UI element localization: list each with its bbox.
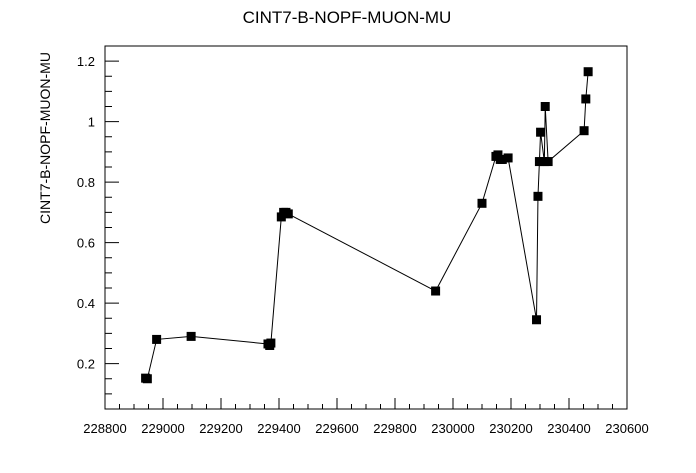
data-point <box>497 154 507 164</box>
series-line <box>145 71 589 380</box>
y-axis-label: CINT7-B-NOPF-MUON-MU <box>37 52 53 224</box>
data-point <box>276 212 286 222</box>
data-point <box>534 157 544 167</box>
x-tick-label: 230200 <box>489 421 532 436</box>
y-tick-label: 1 <box>88 115 95 130</box>
y-tick-label: 1.2 <box>77 54 95 69</box>
data-point <box>186 331 196 341</box>
x-tick-label: 230000 <box>431 421 474 436</box>
data-point <box>266 338 276 348</box>
data-point <box>583 67 593 77</box>
x-tick-label: 229800 <box>373 421 416 436</box>
y-tick-label: 0.8 <box>77 175 95 190</box>
x-tick-label: 229000 <box>141 421 184 436</box>
data-point <box>540 102 550 111</box>
x-tick-label: 229200 <box>199 421 242 436</box>
data-point <box>431 286 441 296</box>
x-tick-label: 229400 <box>257 421 300 436</box>
data-point <box>493 150 503 160</box>
data-markers <box>141 67 593 384</box>
data-point <box>536 127 546 137</box>
chart-title: CINT7-B-NOPF-MUON-MU <box>243 8 452 27</box>
y-tick-label: 0.4 <box>77 296 95 311</box>
x-tick-label: 230600 <box>605 421 648 436</box>
data-point <box>532 315 542 325</box>
data-point <box>142 374 152 384</box>
data-point <box>579 126 589 136</box>
data-point <box>503 153 513 163</box>
data-point <box>152 334 162 344</box>
tick-labels: 228800 229000 229200 229400 229600 229800 2300… <box>77 54 649 436</box>
y-tick-label: 0.2 <box>77 357 95 372</box>
x-tick-label: 230400 <box>547 421 590 436</box>
y-tick-label: 0.6 <box>77 236 95 251</box>
data-point <box>283 209 293 219</box>
data-point <box>533 191 543 201</box>
x-tick-label: 229600 <box>315 421 358 436</box>
data-point <box>543 157 553 167</box>
plot-frame <box>104 45 628 410</box>
axis-ticks <box>104 45 628 410</box>
data-point <box>581 94 591 104</box>
data-point <box>477 198 487 208</box>
x-tick-label: 228800 <box>83 421 126 436</box>
